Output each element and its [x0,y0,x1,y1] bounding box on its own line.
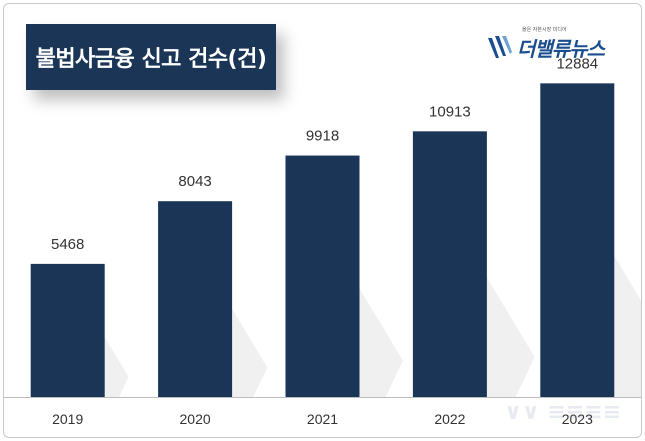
value-label-2022: 10913 [429,103,471,120]
value-label-2019: 5468 [51,236,84,253]
bar-2021 [285,155,360,397]
title-box: 불법사금융 신고 건수(건) [26,24,276,90]
x-tick-labels: 2019 2020 2021 2022 2023 [52,411,593,427]
x-tick-2022: 2022 [434,411,465,427]
bar-shadow [614,255,641,397]
logo-name: 더밸류뉴스 [517,36,605,61]
x-tick-2019: 2019 [52,411,83,427]
value-label-2020: 8043 [178,173,211,190]
x-tick-2020: 2020 [180,411,211,427]
bar-2019 [30,263,105,397]
watermark-logo: ∨∨ ≡≡≡≡ [504,400,622,425]
bar-shadows [104,255,641,397]
logo-mark-icon [488,36,512,58]
bar-shadow [359,288,403,397]
x-tick-2021: 2021 [307,411,338,427]
bars [30,83,615,397]
bar-2022 [412,131,487,397]
value-labels: 5468 8043 9918 10913 12884 [51,55,598,253]
bar-shadow [232,308,268,397]
value-label-2023: 12884 [556,55,598,72]
bar-shadow [104,337,129,397]
bar-2023 [540,83,615,397]
chart-title: 불법사금융 신고 건수(건) [35,47,267,72]
x-tick-2023: 2023 [562,411,593,427]
bar-2020 [158,201,233,397]
value-label-2021: 9918 [306,128,339,145]
chart-frame: 불법사금융 신고 건수(건) 옳은 자본시장 미디어 더밸류뉴스 5468 804… [3,3,642,438]
bar-shadow [486,277,535,397]
logo-tagline: 옳은 자본시장 미디어 [522,27,567,33]
logo: 더밸류뉴스 [484,30,605,64]
